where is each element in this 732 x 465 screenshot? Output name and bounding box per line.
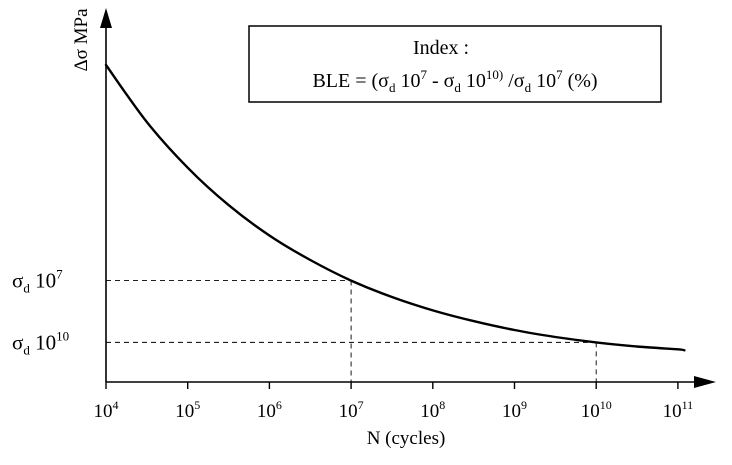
x-tick-exponent: 7 bbox=[358, 398, 364, 412]
x-tick-base: 10 bbox=[175, 401, 194, 422]
x-tick-exponent: 4 bbox=[113, 398, 119, 412]
x-tick-base: 10 bbox=[663, 401, 682, 422]
x-tick-exponent: 6 bbox=[276, 398, 282, 412]
formula-sigma-2: σ bbox=[444, 70, 455, 92]
x-tick-base: 10 bbox=[94, 401, 113, 422]
x-axis-label: N (cycles) bbox=[367, 428, 446, 449]
y-tick-base: 10 bbox=[30, 330, 56, 354]
x-axis-arrowhead bbox=[694, 376, 716, 388]
formula-sub-1: d bbox=[389, 80, 396, 95]
formula-minus: - bbox=[427, 70, 444, 92]
x-tick-base: 10 bbox=[257, 401, 276, 422]
y-tick-sigma: σ bbox=[12, 269, 23, 293]
x-tick-base: 10 bbox=[502, 401, 521, 422]
x-tick-label: 106 bbox=[257, 398, 282, 422]
index-title: Index : bbox=[413, 37, 469, 59]
formula-lhs: BLE = ( bbox=[312, 70, 378, 92]
x-tick-exponent: 11 bbox=[682, 398, 694, 412]
formula-exp-2: 10) bbox=[486, 67, 503, 82]
y-tick-sigma: σ bbox=[12, 330, 23, 354]
y-tick-subscript: d bbox=[23, 281, 30, 296]
x-tick-label: 107 bbox=[339, 398, 364, 422]
index-formula: BLE = (σd 107 - σd 1010) /σd 107 (%) bbox=[312, 67, 597, 95]
formula-base-1: 10 bbox=[395, 70, 420, 92]
x-tick-label: 108 bbox=[420, 398, 445, 422]
formula-unit: (%) bbox=[563, 70, 598, 92]
x-tick-exponent: 10 bbox=[600, 398, 612, 412]
formula-base-3: 10 bbox=[531, 70, 556, 92]
formula-exp-1: 7 bbox=[420, 67, 427, 82]
formula-slash: / bbox=[503, 70, 514, 92]
formula-sigma-3: σ bbox=[514, 70, 525, 92]
x-tick-base: 10 bbox=[581, 401, 600, 422]
y-tick-subscript: d bbox=[23, 342, 30, 357]
y-tick-label: σd 107 bbox=[12, 267, 63, 296]
x-tick-label: 1010 bbox=[581, 398, 612, 422]
formula-sub-2: d bbox=[454, 80, 461, 95]
x-axis-ticks: 104 105 106 107 108 109 1010 1011 bbox=[94, 382, 694, 422]
index-box-frame bbox=[248, 25, 662, 103]
x-tick-label: 104 bbox=[94, 398, 119, 422]
x-tick-exponent: 9 bbox=[521, 398, 527, 412]
reference-lines bbox=[106, 280, 597, 382]
x-tick-label: 109 bbox=[502, 398, 527, 422]
y-tick-exponent: 7 bbox=[56, 267, 63, 282]
x-tick-label: 1011 bbox=[663, 398, 694, 422]
s-n-curve-line bbox=[104, 63, 686, 352]
y-axis-arrowhead bbox=[100, 8, 112, 28]
y-tick-exponent: 10 bbox=[56, 328, 69, 343]
y-axis-label: Δσ MPa bbox=[71, 8, 92, 72]
y-tick-label: σd 1010 bbox=[12, 328, 69, 357]
x-tick-label: 105 bbox=[175, 398, 200, 422]
x-tick-exponent: 8 bbox=[439, 398, 445, 412]
formula-sub-3: d bbox=[525, 80, 532, 95]
x-tick-base: 10 bbox=[339, 401, 358, 422]
x-tick-exponent: 5 bbox=[194, 398, 200, 412]
formula-base-2: 10 bbox=[461, 70, 486, 92]
y-tick-base: 10 bbox=[30, 269, 56, 293]
formula-sigma-1: σ bbox=[378, 70, 389, 92]
x-tick-base: 10 bbox=[420, 401, 439, 422]
formula-exp-3: 7 bbox=[556, 67, 563, 82]
index-box: Index : BLE = (σd 107 - σd 1010) /σd 107… bbox=[248, 25, 662, 103]
